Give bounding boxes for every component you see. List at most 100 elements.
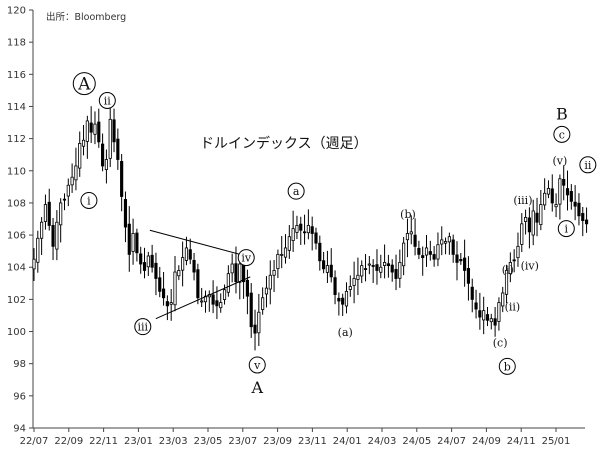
- wave-label-circled-ii: ii: [104, 95, 112, 108]
- candle-body: [333, 277, 337, 295]
- x-tick-label: 23/11: [298, 436, 327, 447]
- candle-body: [367, 263, 371, 266]
- candle-body: [215, 300, 219, 307]
- candle-body: [455, 254, 459, 263]
- candle-body: [424, 247, 429, 256]
- wave-label-circled-ii: ii: [584, 159, 592, 172]
- candle-body: [188, 249, 192, 260]
- wave-label-b: (b): [400, 208, 416, 221]
- candle-body: [283, 247, 288, 258]
- candle-body: [89, 122, 93, 133]
- candle-body: [562, 178, 566, 186]
- y-tick-label: 94: [13, 424, 26, 435]
- candle-body: [447, 236, 451, 243]
- candle-body: [383, 262, 387, 266]
- candle-body: [74, 165, 78, 181]
- candle-body: [352, 278, 356, 286]
- candle-body: [112, 119, 116, 143]
- wave-circle-c: [553, 125, 571, 143]
- candle-body: [573, 201, 577, 207]
- candle-body: [531, 210, 535, 236]
- candle-body: [474, 302, 478, 310]
- candle-body: [123, 199, 128, 228]
- candle-body: [158, 277, 162, 292]
- wave-label-a: (a): [338, 326, 353, 339]
- y-tick-label: 96: [13, 391, 26, 402]
- y-tick-label: 120: [7, 6, 26, 17]
- wave-circle-iii: [134, 318, 152, 336]
- candle-body: [85, 120, 89, 142]
- candle-body: [341, 297, 345, 305]
- candle-body: [440, 239, 444, 245]
- source-label: 出所：Bloomberg: [46, 11, 126, 23]
- candle-body: [154, 262, 158, 279]
- x-tick-label: 23/09: [263, 436, 292, 447]
- wave-label-circled-a: a: [293, 185, 300, 198]
- candle-body: [405, 233, 410, 241]
- x-tick-label: 23/07: [228, 436, 257, 447]
- candle-body: [302, 231, 307, 234]
- x-tick-label: 23/01: [124, 436, 153, 447]
- candle-body: [539, 204, 543, 226]
- candle-body: [306, 225, 310, 234]
- candle-body: [314, 232, 318, 244]
- candle-body: [413, 234, 417, 247]
- candle-body: [253, 324, 257, 334]
- candle-body: [443, 241, 448, 244]
- y-tick-label: 104: [7, 263, 26, 274]
- x-tick-label: 24/01: [333, 436, 362, 447]
- y-tick-label: 106: [7, 231, 26, 242]
- candle-body: [238, 263, 242, 283]
- y-tick-label: 116: [7, 70, 26, 81]
- wave-label-iv: (iv): [521, 260, 539, 273]
- candle-body: [226, 273, 230, 293]
- candle-body: [181, 257, 185, 271]
- candle-body: [375, 264, 379, 271]
- candle-body: [108, 118, 112, 159]
- candle-body: [478, 310, 482, 318]
- candle-body: [497, 302, 501, 322]
- wave-circle-v: [248, 356, 266, 374]
- wave-label-ii: (ii): [505, 300, 521, 313]
- wave-label-circled-b: b: [504, 360, 511, 373]
- candle-body: [470, 286, 474, 300]
- candle-body: [535, 212, 539, 223]
- wave-circle-b: [498, 357, 516, 375]
- y-tick-label: 102: [7, 295, 26, 306]
- candle-body: [459, 258, 463, 262]
- candle-body: [569, 191, 573, 202]
- candle-body: [272, 270, 276, 276]
- candle-body: [173, 271, 177, 306]
- candle-body: [394, 269, 398, 279]
- x-tick-label: 22/09: [54, 436, 83, 447]
- candlestick-series: [32, 101, 589, 351]
- wave-label-circled-i: i: [565, 223, 569, 236]
- x-tick-label: 25/01: [542, 436, 571, 447]
- candle-body: [344, 290, 349, 307]
- candle-body: [428, 251, 432, 255]
- candle-body: [101, 143, 105, 167]
- candle-body: [520, 223, 524, 245]
- candle-body: [40, 221, 44, 239]
- x-tick-label: 23/03: [159, 436, 188, 447]
- candle-body: [493, 318, 497, 326]
- wave-circle-i: [557, 220, 575, 238]
- y-tick-label: 108: [7, 198, 26, 209]
- candle-body: [554, 204, 558, 208]
- candle-body: [466, 268, 471, 284]
- candle-body: [287, 236, 291, 251]
- candle-body: [169, 302, 173, 305]
- wave-circle-ii: [579, 156, 597, 174]
- y-tick-label: 100: [7, 327, 26, 338]
- candle-body: [398, 262, 402, 279]
- wave-circle-i: [80, 191, 98, 209]
- y-tick-label: 112: [7, 134, 26, 145]
- wave-label-a: A: [250, 378, 263, 397]
- candle-body: [337, 297, 341, 302]
- candle-body: [165, 301, 169, 307]
- x-tick-label: 24/11: [507, 436, 536, 447]
- candle-body: [120, 161, 124, 197]
- candle-body: [546, 188, 551, 195]
- candle-body: [516, 245, 520, 259]
